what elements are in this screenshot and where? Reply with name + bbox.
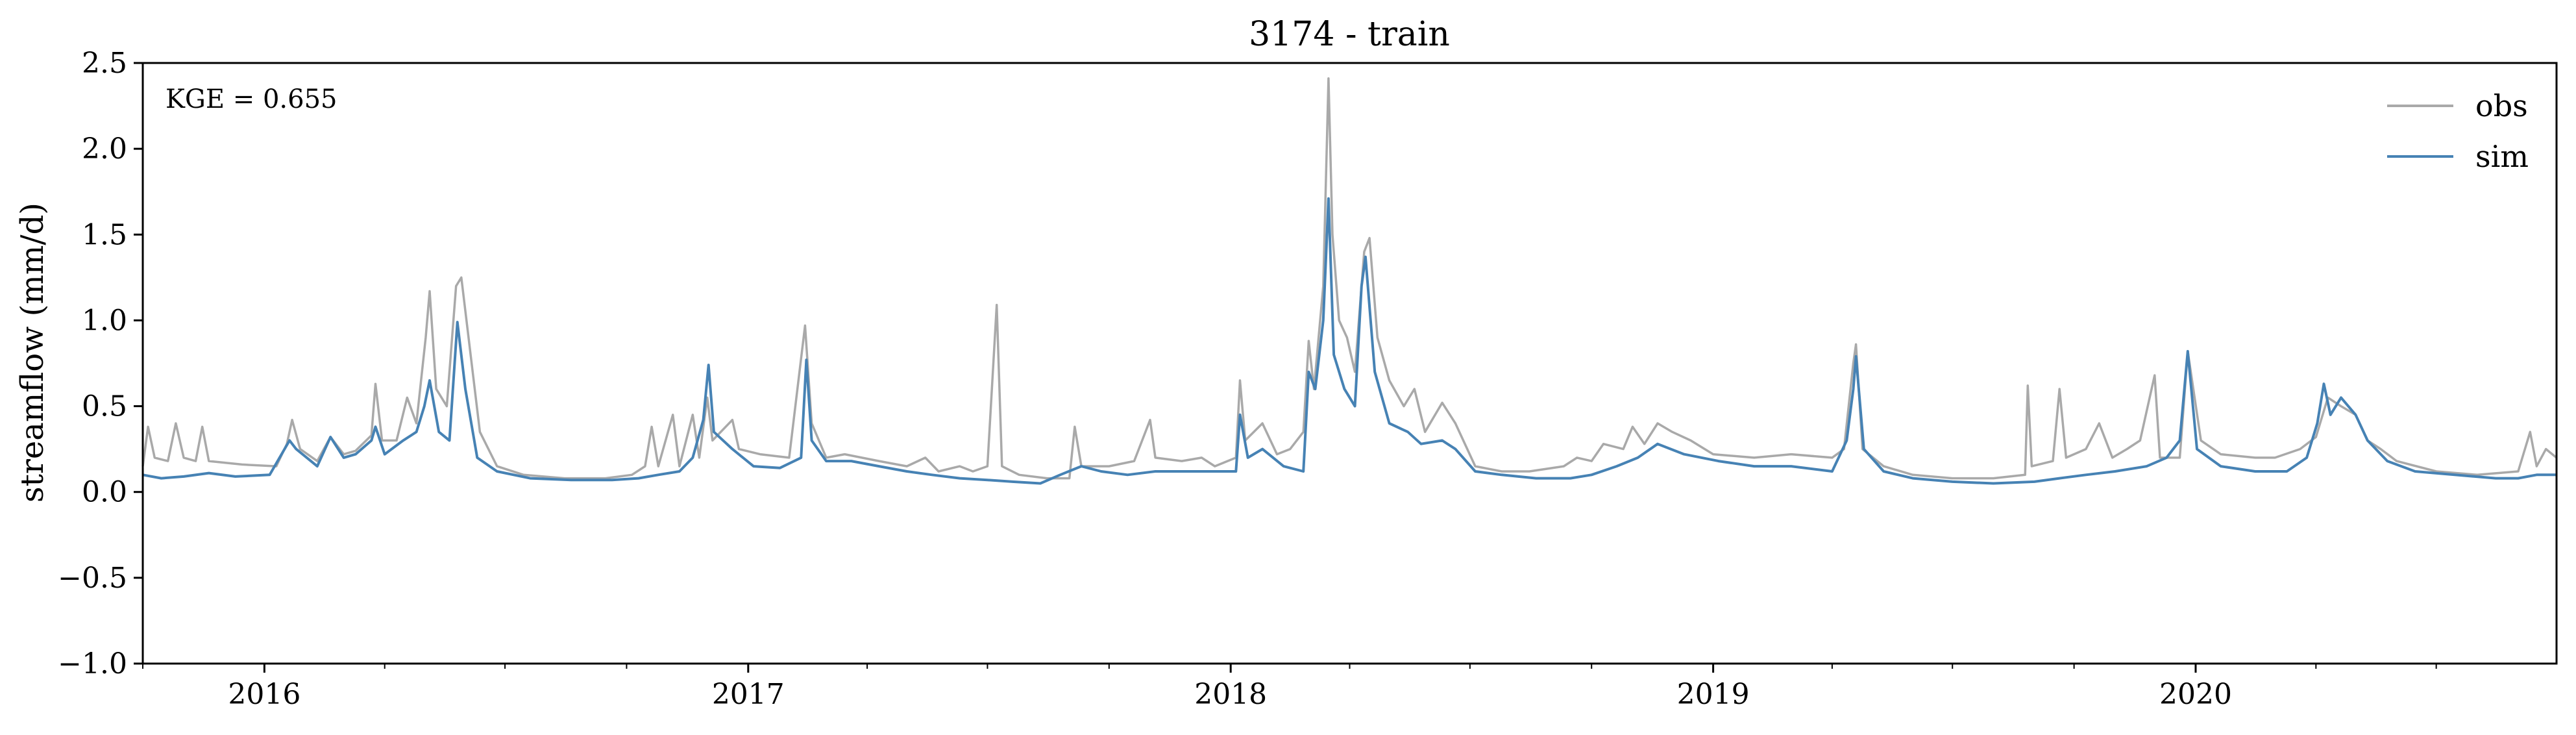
series-line-sim [142,197,2557,485]
legend: obs sim [2387,88,2529,174]
kge-annotation: KGE = 0.655 [166,84,337,114]
plot-area [141,77,2558,485]
y-tick-label: 2.0 [82,132,127,166]
y-axis: −1.0 −0.5 0.0 0.5 1.0 1.5 2.0 2.5 [58,47,143,680]
x-tick-label: 2019 [1677,678,1750,711]
x-tick-label: 2016 [228,678,301,711]
y-tick-label: 2.5 [82,47,127,80]
x-tick-label: 2020 [2159,678,2232,711]
plot-frame [141,62,2558,665]
x-axis: 2016 2017 2018 2019 2020 [142,664,2437,711]
legend-label-obs: obs [2475,88,2528,123]
y-tick-label: 1.5 [82,218,127,251]
y-tick-label: 1.0 [82,304,127,337]
legend-label-sim: sim [2475,139,2529,174]
x-tick-label: 2017 [712,678,785,711]
y-tick-label: 0.5 [82,390,127,423]
y-axis-label: streamflow (mm/d) [14,203,51,503]
series-line-obs [141,77,2558,480]
x-tick-label: 2018 [1194,678,1267,711]
y-tick-label: −1.0 [58,647,127,680]
y-tick-label: 0.0 [82,476,127,509]
y-tick-label: −0.5 [58,562,127,595]
chart-title: 3174 - train [1249,15,1450,54]
